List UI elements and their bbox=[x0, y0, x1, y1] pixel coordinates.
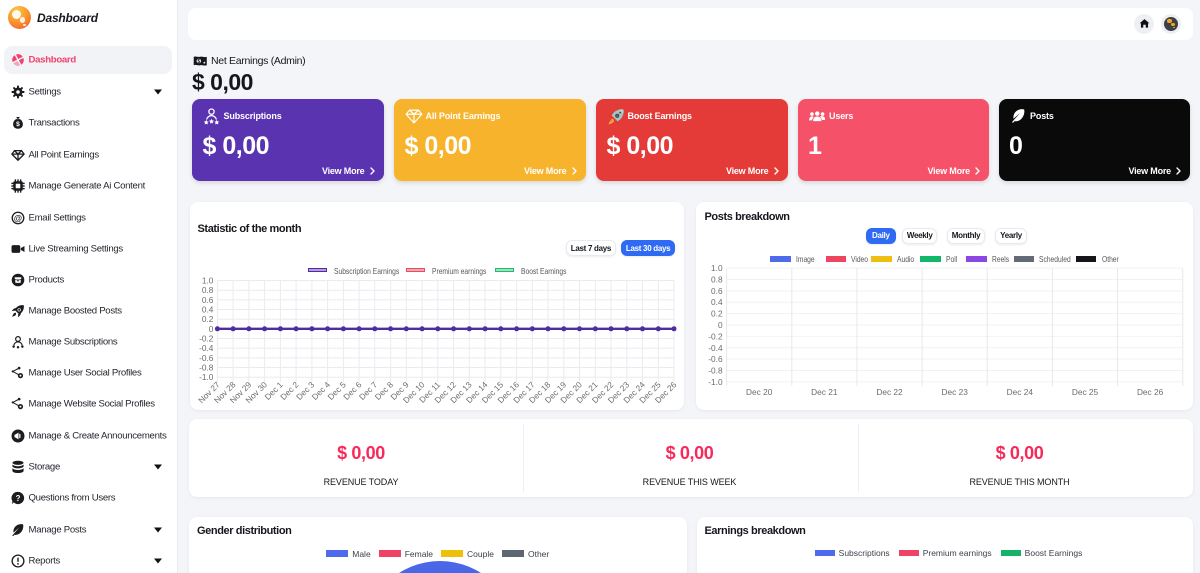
svg-text:0.2: 0.2 bbox=[711, 308, 723, 318]
svg-text:0: 0 bbox=[718, 320, 723, 330]
svg-text:-0.4: -0.4 bbox=[708, 342, 723, 352]
svg-text:Dec 23: Dec 23 bbox=[942, 386, 969, 396]
svg-text:-0.8: -0.8 bbox=[199, 362, 214, 372]
svg-text:-0.2: -0.2 bbox=[199, 333, 214, 343]
svg-text:Dec 20: Dec 20 bbox=[746, 386, 773, 396]
svg-text:1.0: 1.0 bbox=[201, 275, 213, 285]
svg-text:0.2: 0.2 bbox=[201, 314, 213, 324]
svg-text:-0.4: -0.4 bbox=[199, 343, 214, 353]
svg-text:-0.8: -0.8 bbox=[708, 365, 723, 375]
svg-text:-1.0: -1.0 bbox=[199, 372, 214, 382]
svg-text:?: ? bbox=[16, 494, 21, 503]
svg-text:@: @ bbox=[14, 212, 22, 222]
svg-text:0.4: 0.4 bbox=[201, 304, 213, 314]
svg-text:$: $ bbox=[16, 121, 20, 128]
svg-text:0: 0 bbox=[208, 323, 213, 333]
svg-text:0.4: 0.4 bbox=[711, 297, 723, 307]
svg-text:Dec 22: Dec 22 bbox=[876, 386, 903, 396]
svg-text:-1.0: -1.0 bbox=[708, 376, 723, 386]
svg-text:Dec 25: Dec 25 bbox=[1072, 386, 1099, 396]
svg-text:Dec 26: Dec 26 bbox=[1137, 386, 1164, 396]
svg-text:$: $ bbox=[197, 58, 200, 64]
svg-text:-0.2: -0.2 bbox=[708, 331, 723, 341]
svg-text:-0.6: -0.6 bbox=[199, 352, 214, 362]
svg-text:0.6: 0.6 bbox=[201, 294, 213, 304]
svg-text:1.0: 1.0 bbox=[711, 263, 723, 273]
svg-text:0.6: 0.6 bbox=[711, 285, 723, 295]
svg-text:-0.6: -0.6 bbox=[708, 354, 723, 364]
svg-text:0.8: 0.8 bbox=[711, 274, 723, 284]
svg-text:Dec 24: Dec 24 bbox=[1007, 386, 1034, 396]
svg-text:0.8: 0.8 bbox=[201, 285, 213, 295]
svg-text:Dec 21: Dec 21 bbox=[811, 386, 838, 396]
